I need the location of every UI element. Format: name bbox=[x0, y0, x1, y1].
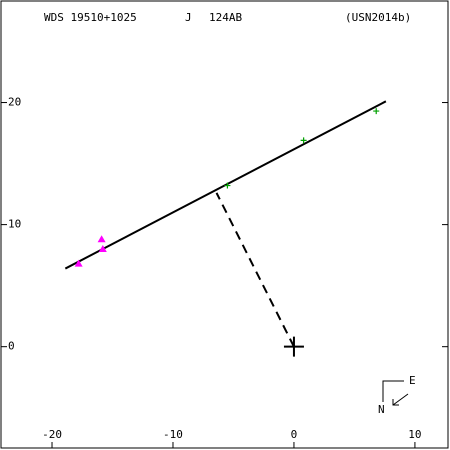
compass-north: N bbox=[378, 403, 385, 416]
x-tick-label: -10 bbox=[163, 428, 183, 441]
compass: E N bbox=[378, 374, 416, 416]
point-plus bbox=[373, 108, 380, 115]
y-tick-label: 20 bbox=[8, 96, 21, 109]
point-plus bbox=[300, 137, 307, 144]
x-tick-label: 0 bbox=[291, 428, 298, 441]
point-triangle bbox=[97, 235, 106, 243]
y-tick-label: 0 bbox=[8, 340, 15, 353]
fit-line bbox=[64, 100, 387, 270]
y-tick-label: 10 bbox=[8, 218, 21, 231]
x-tick-label: -20 bbox=[42, 428, 62, 441]
compass-arms bbox=[382, 380, 404, 402]
point-triangle bbox=[98, 245, 107, 253]
header-id: WDS 19510+1025 bbox=[44, 11, 137, 24]
node-line bbox=[215, 192, 295, 348]
header-pair: 124AB bbox=[209, 11, 242, 24]
header-ref: (USN2014b) bbox=[345, 11, 411, 24]
compass-arrowhead bbox=[392, 399, 399, 406]
point-triangle bbox=[74, 259, 83, 267]
origin-marker bbox=[283, 336, 304, 357]
x-tick-label: 10 bbox=[408, 428, 421, 441]
compass-east: E bbox=[409, 374, 416, 387]
point-plus bbox=[224, 182, 231, 189]
header-code: J bbox=[185, 11, 192, 24]
compass-arrow bbox=[392, 393, 409, 406]
